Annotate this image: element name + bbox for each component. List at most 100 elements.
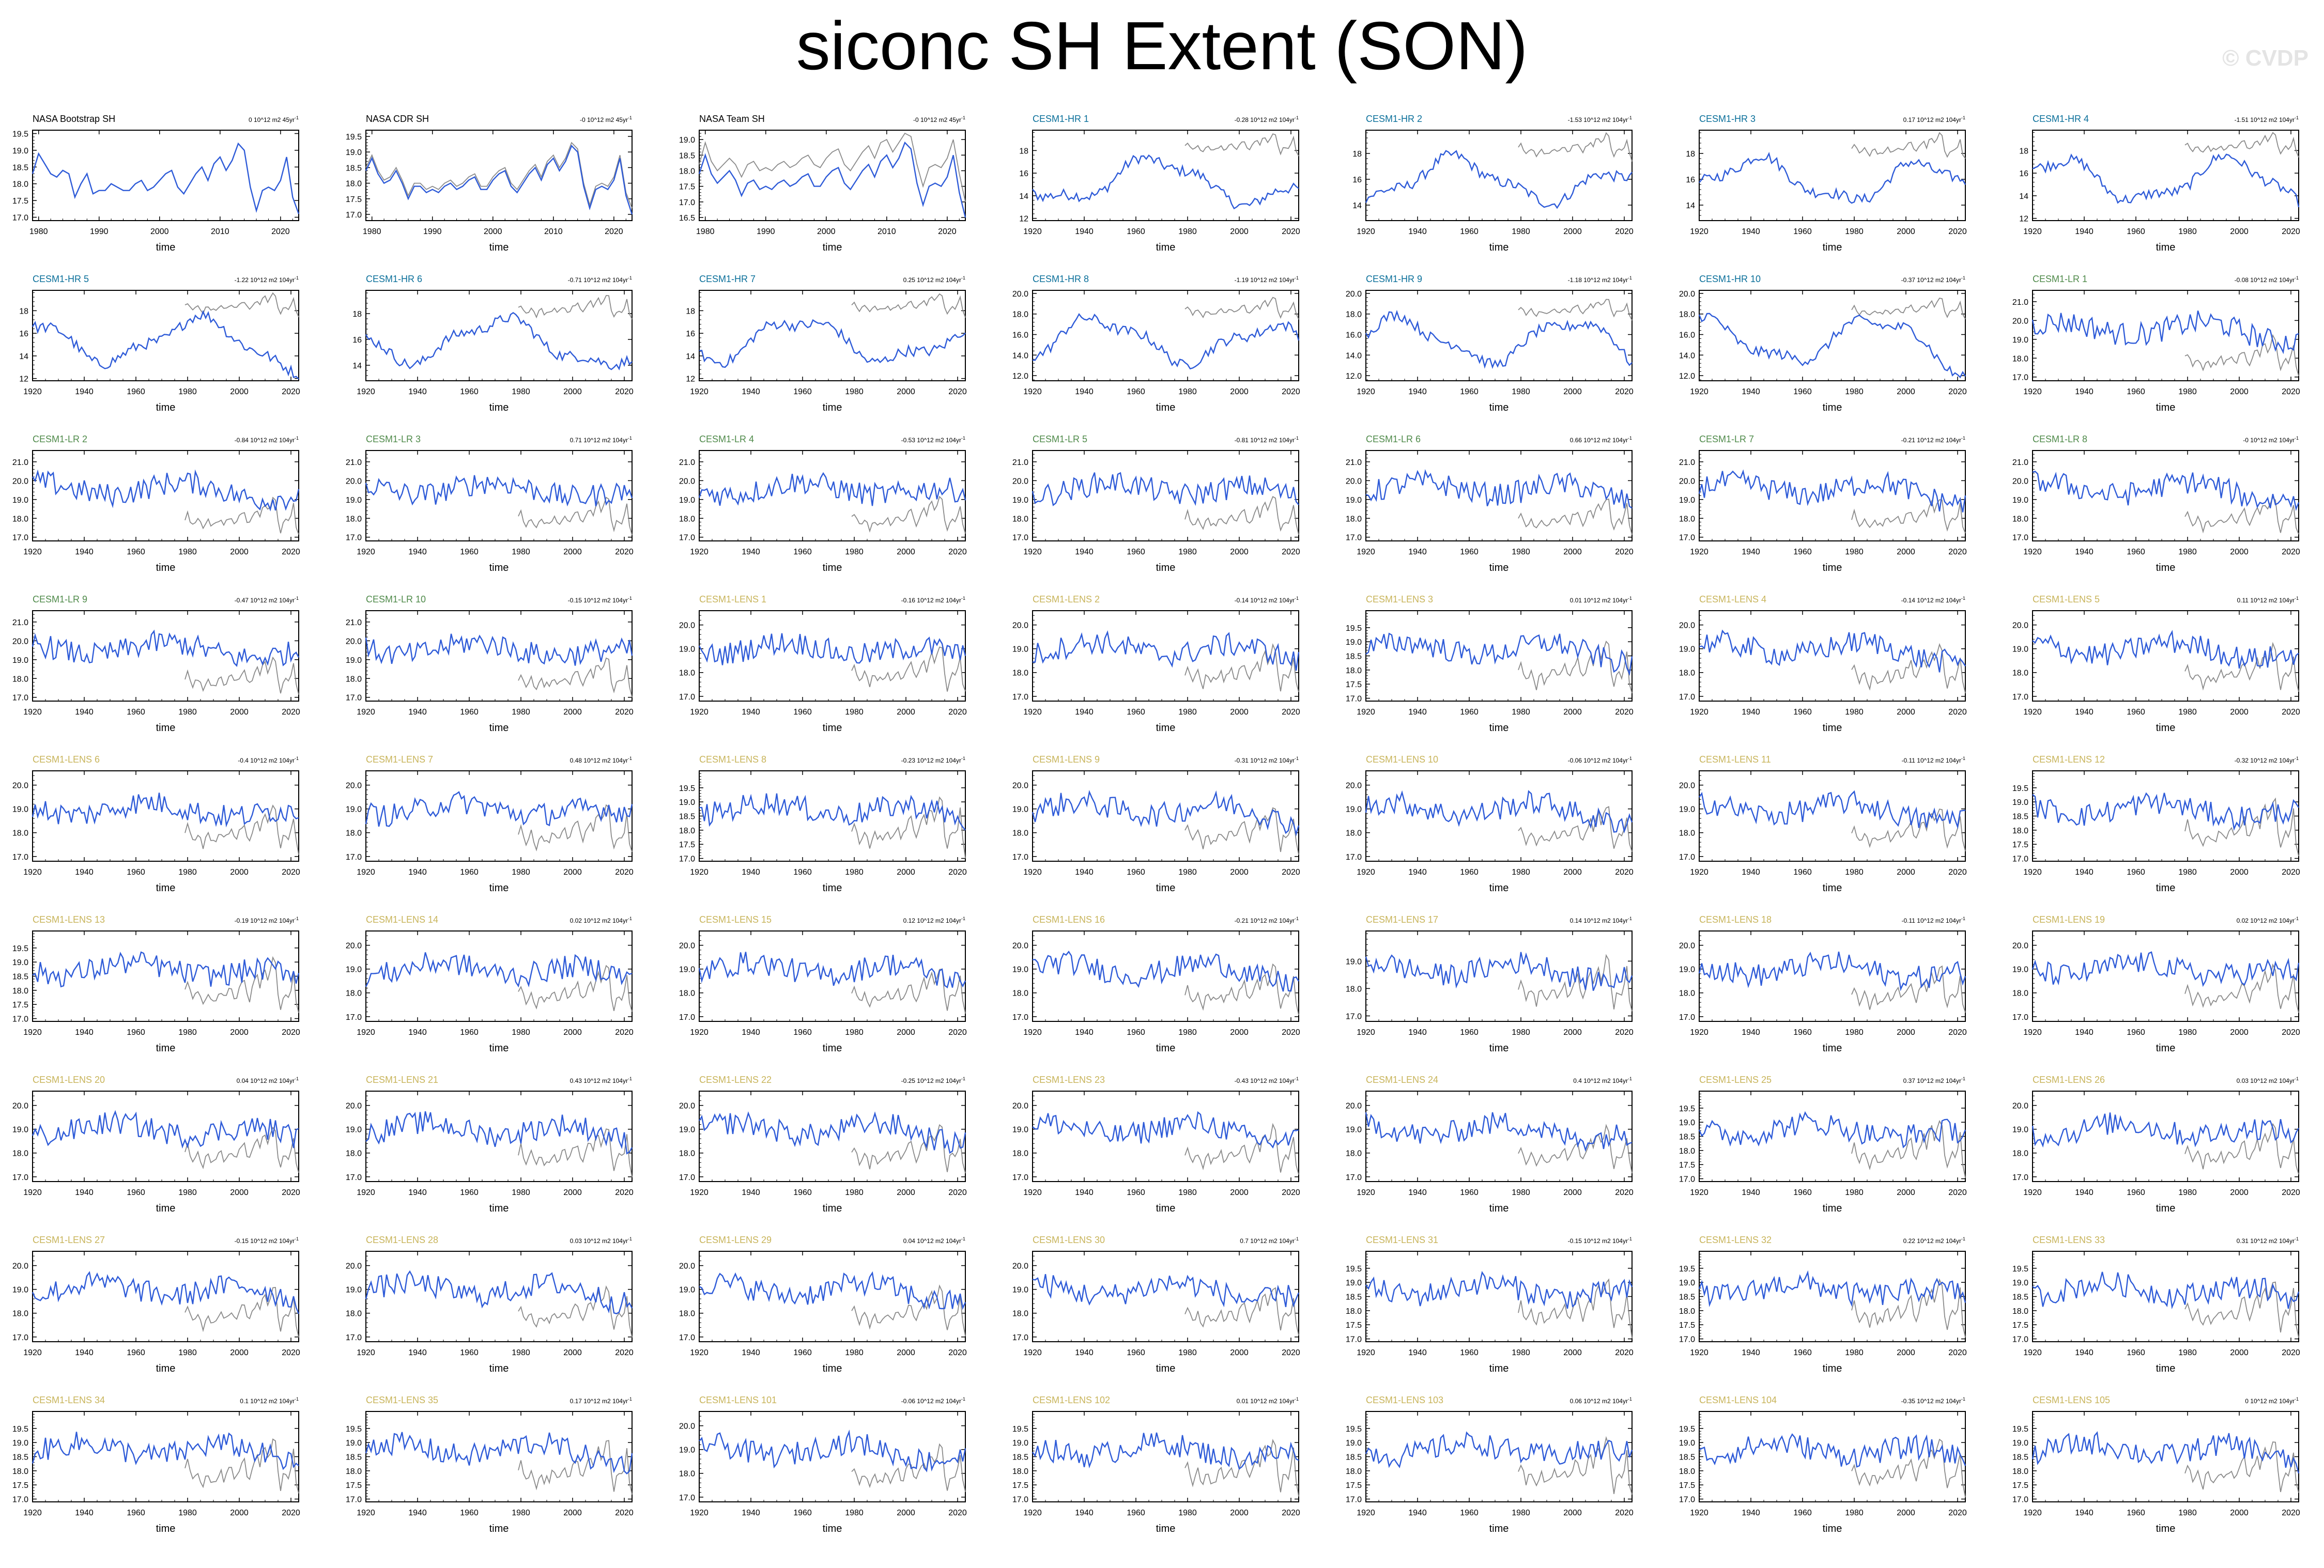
observation-series-line bbox=[1851, 809, 1966, 851]
panel-title: CESM1-HR 2 bbox=[1366, 114, 1422, 124]
x-tick-label: 2000 bbox=[1230, 227, 1249, 236]
x-tick-label: 1980 bbox=[178, 1348, 197, 1357]
model-series-line bbox=[1698, 951, 1966, 991]
panel-frame bbox=[1032, 770, 1299, 862]
panel-frame bbox=[365, 130, 633, 221]
y-tick-label: 19.0 bbox=[12, 805, 28, 814]
model-series-line bbox=[1033, 630, 1300, 671]
x-tick-label: 1980 bbox=[178, 1188, 197, 1197]
y-tick-label: 18.5 bbox=[1346, 1453, 1362, 1462]
x-tick-label: 1980 bbox=[1178, 868, 1197, 877]
observation-series-line bbox=[1184, 1439, 1299, 1497]
trend-label: -0.11 10^12 m2 104yr-1 bbox=[1902, 756, 1966, 764]
x-tick-label: 1960 bbox=[2127, 708, 2145, 717]
model-series-line bbox=[2031, 951, 2300, 987]
observation-series-line bbox=[1184, 1123, 1299, 1175]
panel-title: CESM1-LENS 17 bbox=[1366, 914, 1438, 925]
x-tick-label: 1960 bbox=[1460, 708, 1479, 717]
x-tick-label: 1920 bbox=[1023, 708, 1042, 717]
x-axis-label: time bbox=[1823, 722, 1842, 734]
x-axis-label: time bbox=[156, 1203, 176, 1214]
panel-31: CESM1-LENS 8 -0.23 10^12 m2 104yr-1 17.0 17… bbox=[679, 754, 967, 894]
x-tick-label: 2020 bbox=[2282, 1188, 2300, 1197]
x-tick-label: 1960 bbox=[1127, 227, 1145, 236]
panel-frame bbox=[32, 1091, 299, 1182]
y-tick-label: 19.5 bbox=[346, 1425, 362, 1434]
y-tick-label: 14 bbox=[352, 362, 362, 370]
y-tick-label: 17.0 bbox=[1012, 693, 1028, 702]
x-tick-label: 1940 bbox=[408, 868, 427, 877]
x-axis-label: time bbox=[2156, 1203, 2176, 1214]
panel-frame bbox=[32, 130, 299, 221]
y-tick-label: 19.0 bbox=[2012, 1279, 2028, 1287]
panel-title: CESM1-LENS 7 bbox=[366, 754, 433, 765]
x-axis-label: time bbox=[823, 1523, 842, 1534]
x-tick-label: 2020 bbox=[1282, 1509, 1300, 1517]
y-tick-label: 19.0 bbox=[1012, 1126, 1028, 1135]
model-series-line bbox=[2031, 1431, 2300, 1474]
y-tick-label: 19.0 bbox=[1679, 966, 1695, 974]
panel-frame bbox=[699, 610, 966, 702]
x-tick-label: 2000 bbox=[1563, 1188, 1582, 1197]
trend-label: 0.66 10^12 m2 104yr-1 bbox=[1570, 436, 1632, 444]
y-tick-label: 18.0 bbox=[12, 987, 28, 996]
trend-label: -1.22 10^12 m2 104yr-1 bbox=[235, 275, 299, 284]
y-tick-label: 17.0 bbox=[2012, 374, 2028, 382]
x-tick-label: 2020 bbox=[2282, 1028, 2300, 1037]
x-tick-label: 2000 bbox=[1230, 868, 1249, 877]
x-tick-label: 1920 bbox=[23, 708, 42, 717]
panel-title: CESM1-LENS 13 bbox=[33, 914, 105, 925]
x-tick-label: 2000 bbox=[897, 708, 915, 717]
x-tick-label: 1980 bbox=[1178, 1188, 1197, 1197]
panel-frame bbox=[1699, 130, 1966, 221]
x-tick-label: 2020 bbox=[1282, 548, 1300, 556]
panel-title: CESM1-LENS 16 bbox=[1033, 914, 1105, 925]
y-tick-label: 18.0 bbox=[1346, 1150, 1362, 1158]
y-tick-label: 19.0 bbox=[679, 1446, 695, 1455]
x-tick-label: 2000 bbox=[1230, 548, 1249, 556]
y-tick-label: 18.0 bbox=[1346, 985, 1362, 993]
y-tick-label: 19.5 bbox=[2012, 784, 2028, 793]
x-tick-label: 1980 bbox=[845, 387, 864, 396]
model-series-line bbox=[1699, 790, 1966, 829]
panel-41: CESM1-LENS 18 -0.11 10^12 m2 104yr-1 17.0 1… bbox=[1679, 914, 1967, 1054]
y-tick-label: 16.5 bbox=[679, 214, 695, 223]
x-tick-label: 2000 bbox=[897, 1188, 915, 1197]
observation-series-line bbox=[1851, 1120, 1966, 1178]
x-tick-label: 1980 bbox=[2178, 1509, 2197, 1517]
y-tick-label: 17.5 bbox=[1679, 1481, 1695, 1490]
observation-series-line bbox=[2184, 963, 2299, 1013]
observation-series-line bbox=[1851, 965, 1966, 1013]
y-tick-label: 19.5 bbox=[2012, 1425, 2028, 1434]
panel-11: CESM1-HR 8 -1.19 10^12 m2 104yr-1 12.0 14.0… bbox=[1012, 274, 1300, 413]
observation-series-line bbox=[851, 968, 966, 1014]
trend-label: -0.15 10^12 m2 104yr-1 bbox=[568, 596, 632, 604]
y-tick-label: 18.0 bbox=[1012, 515, 1028, 523]
panel-frame bbox=[1699, 930, 1966, 1022]
x-axis-label: time bbox=[823, 402, 842, 413]
y-tick-label: 18.0 bbox=[1346, 666, 1362, 675]
x-tick-label: 1960 bbox=[1793, 1348, 1812, 1357]
x-tick-label: 1980 bbox=[29, 227, 48, 236]
y-tick-label: 18.0 bbox=[1346, 829, 1362, 838]
x-tick-label: 2020 bbox=[1948, 1348, 1967, 1357]
x-tick-label: 1960 bbox=[1127, 708, 1145, 717]
trend-label: 0 10^12 m2 104yr-1 bbox=[2245, 1396, 2299, 1405]
x-tick-label: 2000 bbox=[484, 227, 502, 236]
y-tick-label: 19.0 bbox=[679, 496, 695, 505]
x-tick-label: 2000 bbox=[1563, 708, 1582, 717]
x-axis-label: time bbox=[1489, 402, 1509, 413]
x-tick-label: 2020 bbox=[2282, 227, 2300, 236]
y-tick-label: 18.0 bbox=[1012, 1150, 1028, 1158]
x-axis-label: time bbox=[489, 402, 509, 413]
y-tick-label: 20.0 bbox=[12, 477, 28, 486]
x-axis-label: time bbox=[823, 562, 842, 573]
x-tick-label: 1940 bbox=[1408, 1028, 1427, 1037]
panel-title: CESM1-LENS 4 bbox=[1699, 594, 1766, 604]
y-tick-label: 20.0 bbox=[1012, 782, 1028, 790]
panel-title: CESM1-LENS 9 bbox=[1033, 754, 1100, 765]
panel-frame bbox=[365, 770, 633, 862]
x-tick-label: 1940 bbox=[1075, 1028, 1094, 1037]
model-series-line bbox=[1365, 1431, 1633, 1469]
panel-47: CESM1-LENS 24 0.4 10^12 m2 104yr-1 17.0 18.… bbox=[1346, 1075, 1634, 1214]
